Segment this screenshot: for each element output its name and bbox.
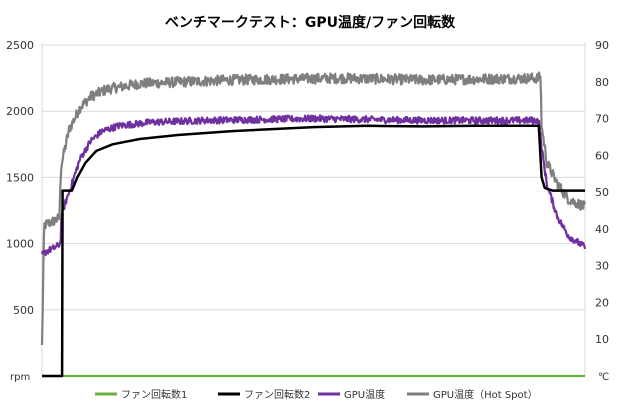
left-axis-ticks: 500 1000 1500 2000 2500 (6, 39, 34, 317)
right-tick-label: 50 (595, 186, 609, 199)
right-axis-unit: ℃ (598, 372, 609, 383)
series-line-2 (40, 114, 587, 257)
left-axis-unit: rpm (10, 372, 30, 383)
right-tick-label: 60 (595, 149, 609, 162)
series-layer (40, 71, 587, 378)
left-tick-label: 2000 (6, 105, 34, 118)
legend-item: ファン回転数1 (95, 388, 187, 401)
left-tick-label: 1000 (6, 238, 34, 251)
right-axis-ticks: 10 20 30 40 50 60 70 80 90 (595, 39, 609, 346)
legend-item: GPU温度（Hot Spot） (407, 388, 538, 401)
left-tick-label: 500 (13, 304, 34, 317)
legend-label: ファン回転数1 (121, 388, 187, 401)
right-tick-label: 30 (595, 260, 609, 273)
legend-label: GPU温度（Hot Spot） (433, 388, 538, 401)
left-tick-label: 1500 (6, 171, 34, 184)
right-tick-label: 70 (595, 113, 609, 126)
grid-lines (41, 43, 586, 377)
chart-title: ベンチマークテスト：GPU温度/ファン回転数 (164, 15, 456, 31)
legend-label: ファン回転数2 (244, 388, 310, 401)
legend-item: GPU温度 (318, 388, 385, 401)
legend-label: GPU温度 (344, 388, 385, 401)
left-tick-label: 2500 (6, 39, 34, 52)
legend: ファン回転数1 ファン回転数2 GPU温度 GPU温度（Hot Spot） (95, 388, 538, 401)
right-tick-label: 10 (595, 333, 609, 346)
right-tick-label: 20 (595, 296, 609, 309)
series-line-3 (40, 71, 587, 346)
right-tick-label: 40 (595, 223, 609, 236)
right-tick-label: 80 (595, 76, 609, 89)
legend-item: ファン回転数2 (218, 388, 310, 401)
series-line-1 (42, 124, 585, 378)
right-tick-label: 90 (595, 39, 609, 52)
